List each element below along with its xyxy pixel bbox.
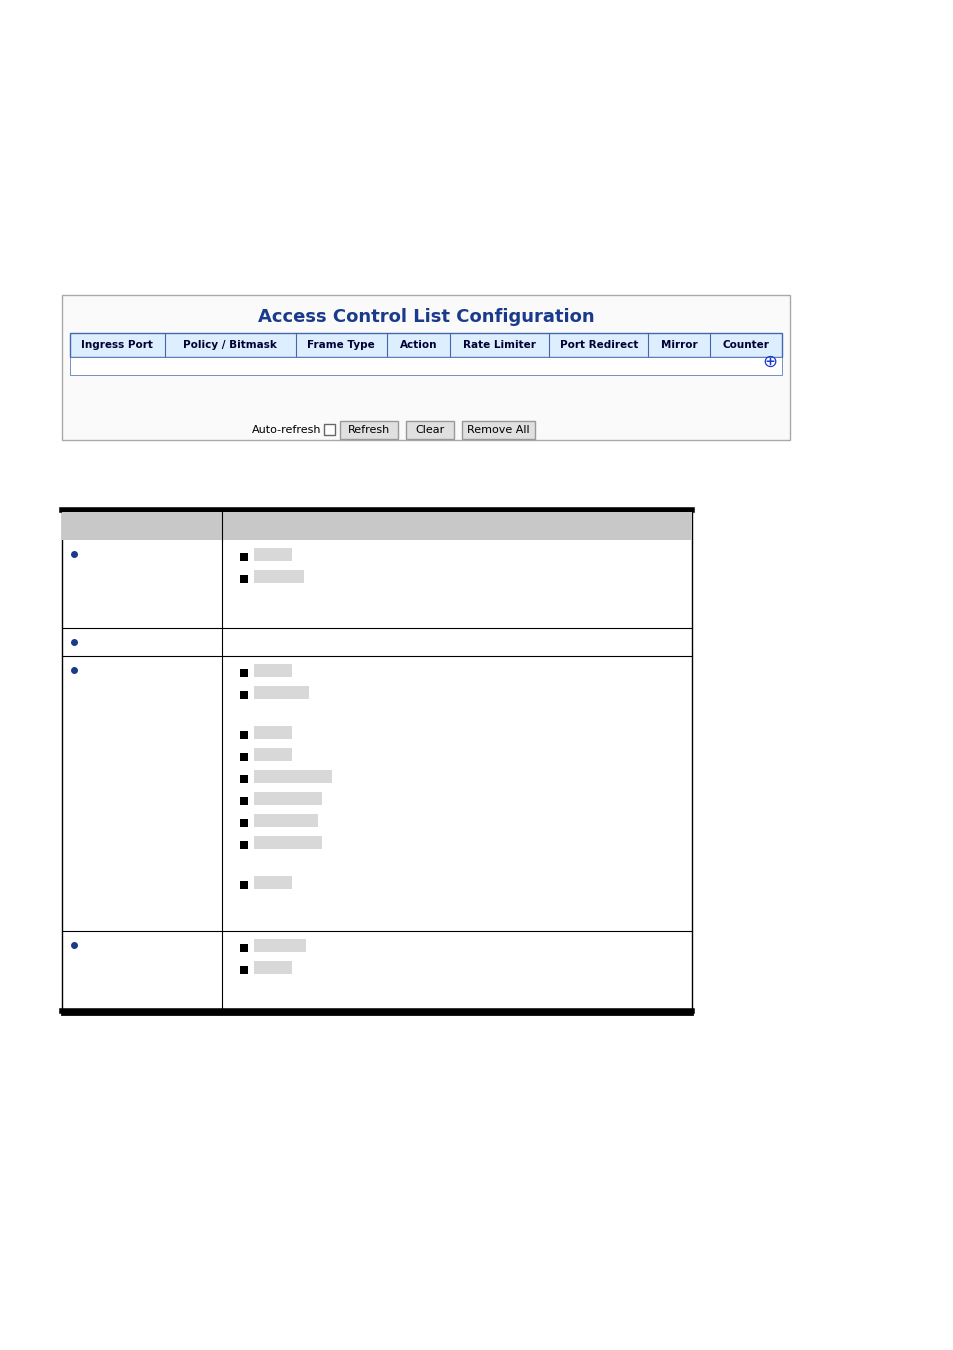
Bar — [339, 421, 397, 439]
Bar — [253, 836, 322, 849]
Text: Counter: Counter — [721, 340, 769, 350]
Bar — [461, 421, 535, 439]
Text: Remove All: Remove All — [467, 425, 529, 435]
Bar — [62, 296, 789, 440]
Bar — [240, 841, 248, 849]
Bar — [62, 512, 691, 540]
Bar — [240, 775, 248, 783]
Bar — [253, 769, 332, 783]
Bar — [253, 570, 304, 583]
Bar — [253, 792, 322, 805]
Bar — [70, 356, 781, 375]
Text: Action: Action — [399, 340, 436, 350]
Bar — [240, 554, 248, 562]
Bar — [253, 548, 292, 562]
Bar — [253, 686, 309, 699]
Bar — [253, 726, 292, 738]
Bar — [253, 876, 292, 890]
Text: Refresh: Refresh — [348, 425, 390, 435]
Text: ⊕: ⊕ — [762, 352, 778, 371]
Text: Policy / Bitmask: Policy / Bitmask — [183, 340, 277, 350]
Text: Clear: Clear — [415, 425, 444, 435]
Bar — [240, 882, 248, 890]
Bar — [240, 819, 248, 828]
Bar — [253, 961, 292, 973]
Bar — [240, 753, 248, 761]
Bar — [240, 730, 248, 738]
Text: Auto-refresh: Auto-refresh — [252, 425, 320, 435]
Bar — [240, 691, 248, 699]
Text: Access Control List Configuration: Access Control List Configuration — [257, 308, 594, 325]
Bar — [253, 748, 292, 761]
Bar — [240, 796, 248, 805]
Bar — [240, 967, 248, 973]
Bar — [253, 814, 317, 828]
Bar — [253, 940, 306, 952]
Text: Mirror: Mirror — [660, 340, 697, 350]
Text: Frame Type: Frame Type — [307, 340, 375, 350]
Bar — [240, 575, 248, 583]
Bar — [70, 333, 781, 356]
Bar — [240, 944, 248, 952]
Text: Rate Limiter: Rate Limiter — [463, 340, 536, 350]
Bar — [324, 424, 335, 435]
Bar — [240, 670, 248, 676]
Text: Ingress Port: Ingress Port — [81, 340, 153, 350]
Text: Port Redirect: Port Redirect — [559, 340, 638, 350]
Bar — [253, 664, 292, 676]
Bar — [406, 421, 454, 439]
